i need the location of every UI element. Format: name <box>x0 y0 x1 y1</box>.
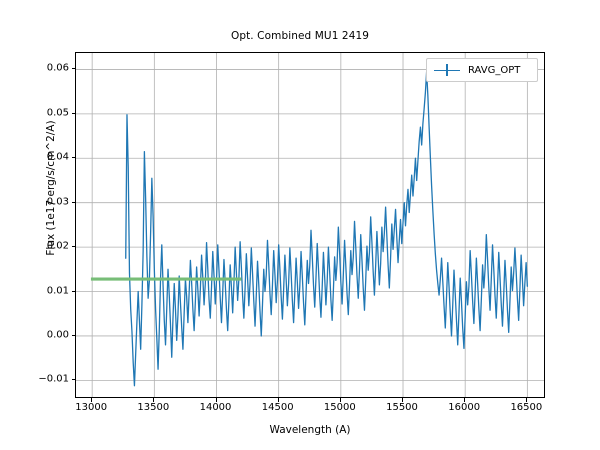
x-tick-mark <box>277 398 279 402</box>
x-tick-mark <box>215 398 217 402</box>
y-tick-mark <box>71 246 75 248</box>
x-axis-label: Wavelength (A) <box>269 424 351 436</box>
x-tick-label: 16500 <box>510 402 543 413</box>
x-tick-mark <box>526 398 528 402</box>
x-tick-label: 15000 <box>323 402 356 413</box>
data-line-ravg-opt <box>125 71 528 387</box>
spectrum-plot-svg <box>76 53 544 397</box>
legend[interactable]: RAVG_OPT <box>426 58 538 82</box>
x-tick-label: 14000 <box>199 402 232 413</box>
y-tick-label: 0.04 <box>46 151 69 163</box>
y-tick-label: 0.05 <box>46 107 69 119</box>
y-tick-mark <box>71 68 75 70</box>
x-tick-mark <box>464 398 466 402</box>
x-tick-mark <box>339 398 341 402</box>
y-tick-label: 0.00 <box>46 329 69 341</box>
y-tick-mark <box>71 157 75 159</box>
y-tick-label: 0.03 <box>46 196 69 208</box>
y-tick-mark <box>71 334 75 336</box>
errorbar-plus-icon <box>434 62 460 78</box>
x-tick-label: 15500 <box>386 402 418 413</box>
x-tick-label: 13000 <box>75 402 108 413</box>
plot-area <box>75 52 545 398</box>
x-tick-mark <box>402 398 403 402</box>
y-tick-label: 0.01 <box>46 285 69 296</box>
x-tick-label: 14500 <box>261 402 294 413</box>
y-tick-label: 0.06 <box>46 62 69 74</box>
y-tick-mark <box>71 290 75 292</box>
x-tick-label: 13500 <box>137 402 170 413</box>
y-tick-mark <box>71 379 75 381</box>
page-title: Opt. Combined MU1 2419 <box>230 30 370 42</box>
x-tick-labels: 13000 13500 14000 14500 15000 15500 16000 16500 <box>75 400 545 420</box>
x-tick-mark <box>91 398 93 402</box>
y-tick-labels: 0.06 0.05 0.04 0.03 0.02 0.01 0.00 −0.01 <box>19 52 69 398</box>
legend-entry-label: RAVG_OPT <box>468 64 521 76</box>
y-tick-label: −0.01 <box>38 373 69 385</box>
x-tick-label: 16000 <box>448 402 481 413</box>
y-tick-mark <box>71 112 75 114</box>
x-tick-mark <box>153 398 155 402</box>
y-tick-label: 0.02 <box>46 240 69 252</box>
y-tick-mark <box>71 201 75 203</box>
